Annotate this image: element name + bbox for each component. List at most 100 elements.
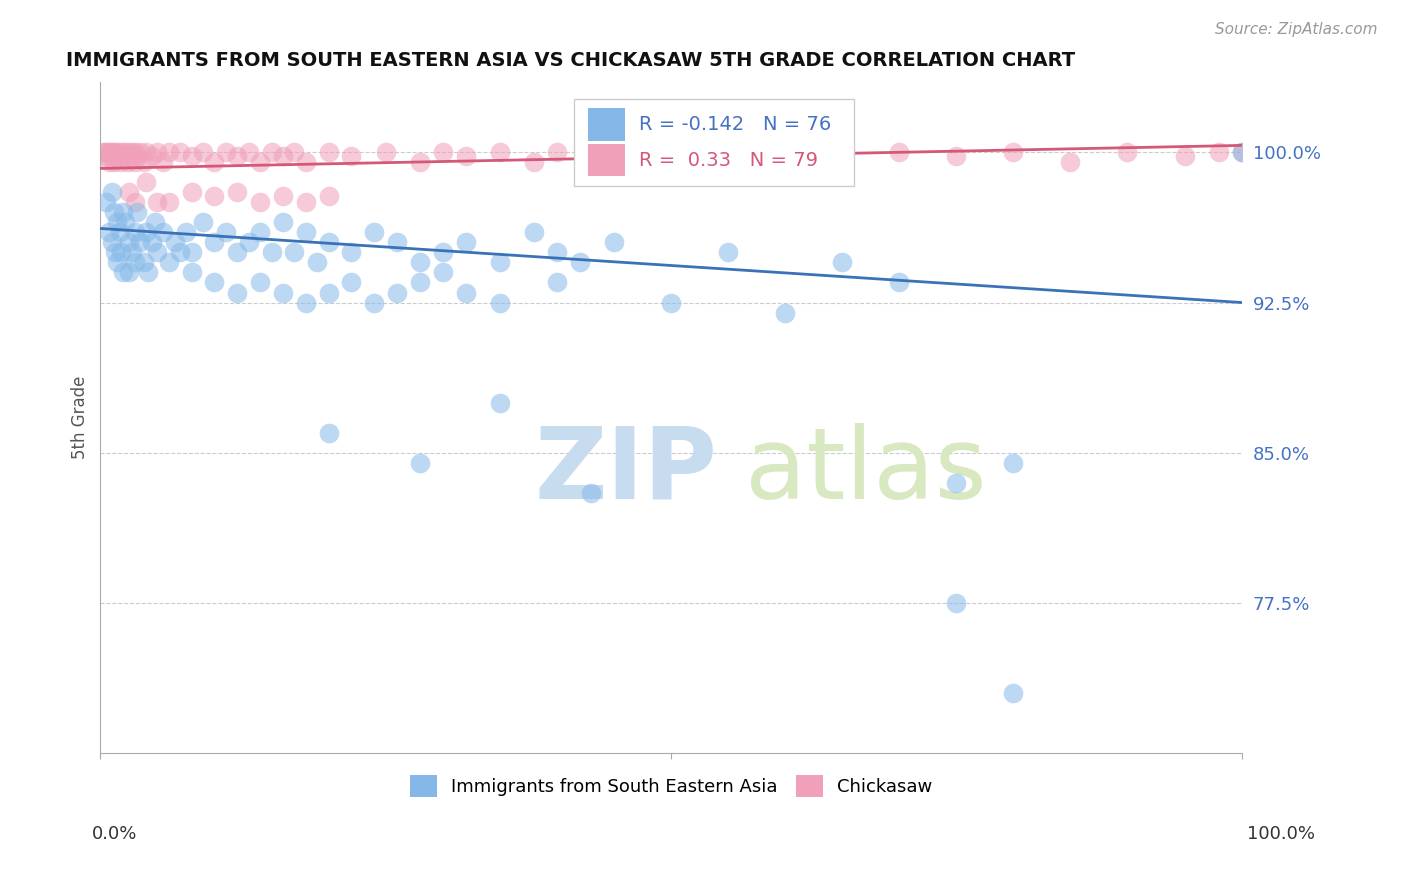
FancyBboxPatch shape — [588, 144, 626, 177]
Point — [114, 215, 136, 229]
Point — [1002, 145, 1025, 160]
Point — [112, 145, 135, 160]
Point — [96, 145, 118, 160]
Point — [103, 155, 125, 169]
Point — [283, 145, 305, 160]
Point — [141, 149, 163, 163]
Point — [603, 235, 626, 250]
Point — [432, 145, 454, 160]
Point — [204, 189, 226, 203]
Point — [238, 235, 260, 250]
Point — [204, 276, 226, 290]
Point — [260, 145, 283, 160]
Point — [112, 149, 135, 163]
Point — [831, 155, 853, 169]
Point — [169, 245, 191, 260]
Point — [124, 255, 146, 269]
Point — [108, 226, 131, 240]
Point — [717, 245, 740, 260]
Point — [226, 245, 249, 260]
Point — [409, 456, 432, 470]
Point — [1002, 456, 1025, 470]
Point — [318, 145, 340, 160]
Point — [318, 285, 340, 300]
Point — [945, 149, 967, 163]
Point — [294, 226, 316, 240]
Point — [100, 235, 122, 250]
Point — [1173, 149, 1195, 163]
Point — [157, 195, 180, 210]
FancyBboxPatch shape — [588, 109, 626, 141]
Point — [135, 226, 157, 240]
Point — [1059, 155, 1081, 169]
Point — [124, 226, 146, 240]
Point — [103, 205, 125, 219]
Point — [374, 145, 396, 160]
Point — [488, 145, 510, 160]
Point — [340, 149, 363, 163]
Point — [546, 145, 568, 160]
Point — [180, 149, 202, 163]
Point — [385, 235, 408, 250]
Point — [157, 255, 180, 269]
Point — [432, 245, 454, 260]
Point — [488, 255, 510, 269]
Point — [488, 295, 510, 310]
Point — [215, 145, 238, 160]
Point — [659, 149, 682, 163]
Point — [135, 145, 157, 160]
Point — [226, 186, 249, 200]
Point — [1230, 145, 1253, 160]
Point — [523, 226, 546, 240]
Point — [204, 235, 226, 250]
Point — [125, 205, 148, 219]
Point — [568, 255, 591, 269]
Point — [271, 215, 294, 229]
Point — [98, 145, 121, 160]
Point — [135, 176, 157, 190]
Text: ZIP: ZIP — [534, 423, 717, 520]
Point — [363, 226, 385, 240]
Point — [110, 155, 132, 169]
Y-axis label: 5th Grade: 5th Grade — [72, 376, 89, 459]
Point — [94, 149, 117, 163]
Point — [1002, 686, 1025, 700]
Point — [523, 155, 546, 169]
Point — [118, 145, 141, 160]
Point — [107, 215, 129, 229]
Text: R =  0.33   N = 79: R = 0.33 N = 79 — [638, 151, 818, 169]
Text: R = -0.142   N = 76: R = -0.142 N = 76 — [638, 115, 831, 134]
FancyBboxPatch shape — [574, 99, 853, 186]
Point — [204, 155, 226, 169]
Point — [107, 149, 129, 163]
Point — [488, 395, 510, 409]
Point — [191, 145, 214, 160]
Point — [110, 245, 132, 260]
Point — [180, 245, 202, 260]
Point — [249, 276, 271, 290]
Point — [1116, 145, 1139, 160]
Point — [104, 245, 127, 260]
Point — [215, 226, 238, 240]
Point — [180, 186, 202, 200]
Point — [318, 235, 340, 250]
Point — [579, 485, 602, 500]
Point — [100, 186, 122, 200]
Point — [546, 276, 568, 290]
Point — [141, 235, 163, 250]
Point — [124, 145, 146, 160]
Point — [191, 215, 214, 229]
Point — [249, 226, 271, 240]
Point — [94, 195, 117, 210]
Point — [107, 145, 129, 160]
Point — [409, 276, 432, 290]
Point — [271, 285, 294, 300]
Point — [773, 145, 796, 160]
Point — [340, 276, 363, 290]
Point — [129, 235, 152, 250]
Point — [169, 145, 191, 160]
Point — [454, 285, 477, 300]
Point — [91, 145, 114, 160]
Point — [294, 195, 316, 210]
Point — [226, 149, 249, 163]
